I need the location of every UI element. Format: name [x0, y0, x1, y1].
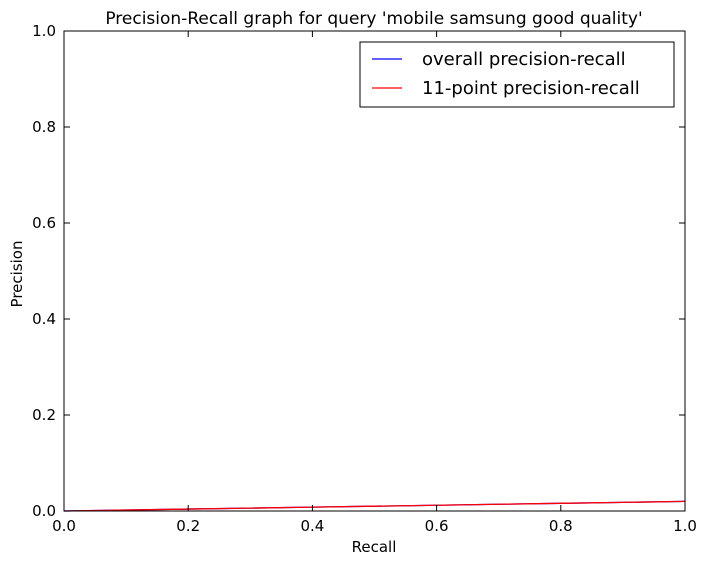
legend-label-1: overall precision-recall: [422, 49, 626, 70]
chart-title: Precision-Recall graph for query 'mobile…: [105, 9, 642, 29]
x-tick-label: 1.0: [673, 517, 697, 535]
plot-frame: [63, 30, 686, 512]
y-tick-label: 0.8: [32, 118, 56, 136]
x-tick-label: 0.6: [425, 517, 449, 535]
y-tick-label: 0.0: [32, 502, 56, 520]
y-tick-label: 0.4: [32, 310, 56, 328]
series-line-2: [63, 500, 686, 512]
x-tick-label: 0.8: [549, 517, 573, 535]
axes-layer: 0.0 0.2 0.4 0.6 0.8 1.0 0.0 0.2 0.4 0.6 0.8 1.0: [32, 22, 697, 535]
x-axis-label: Recall: [352, 538, 397, 556]
y-axis-label: Precision: [8, 241, 26, 308]
plot-background: [64, 31, 685, 511]
y-tick-label: 0.2: [32, 406, 56, 424]
x-tick-label: 0.0: [52, 517, 76, 535]
x-tick-label: 0.2: [176, 517, 200, 535]
x-tick-label: 0.4: [300, 517, 324, 535]
y-tick-label: 1.0: [32, 22, 56, 40]
y-tick-label: 0.6: [32, 214, 56, 232]
series-layer: [63, 500, 686, 512]
legend: overall precision-recall 11-point precisi…: [359, 41, 675, 108]
legend-label-2: 11-point precision-recall: [422, 78, 640, 99]
plot-area: [64, 31, 685, 511]
legend-box: [359, 41, 675, 108]
